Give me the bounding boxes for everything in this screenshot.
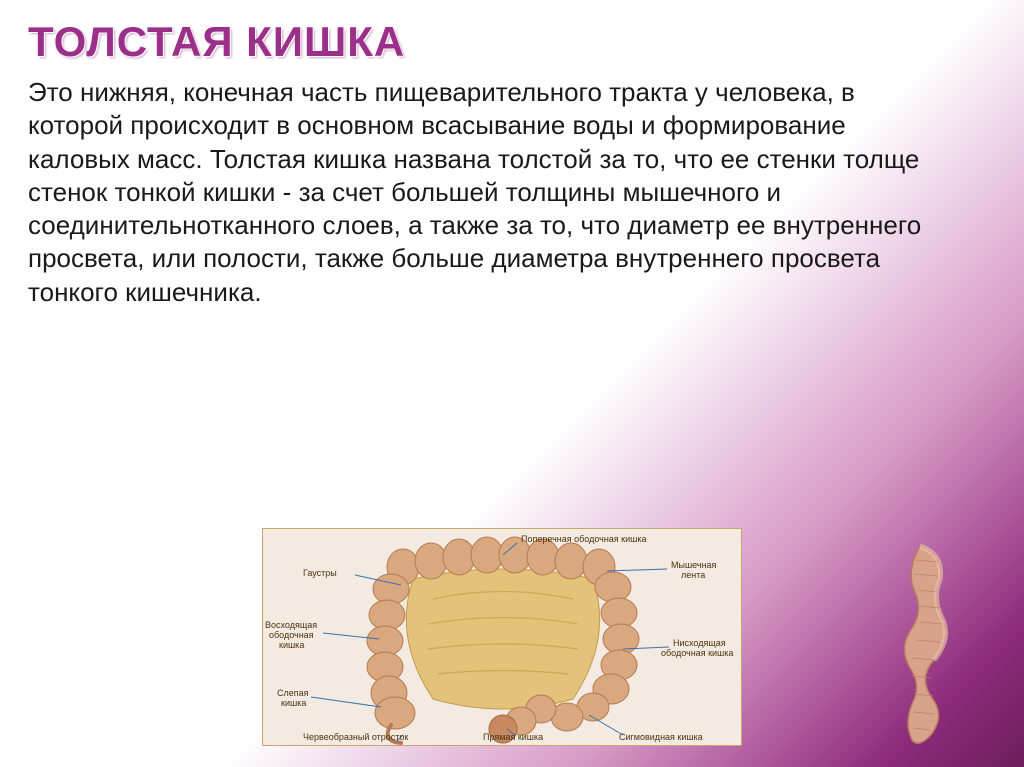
colon-anatomy-figure: Поперечная ободочная кишкаГаустрыМышечна… (262, 528, 742, 746)
slide-body: Это нижняя, конечная часть пищеварительн… (28, 76, 928, 309)
rectum-detail-figure (890, 540, 962, 750)
anatomy-label: ободочная кишка (661, 649, 733, 658)
slide-container: ТОЛСТАЯ КИШКА Это нижняя, конечная часть… (0, 0, 1024, 327)
anatomy-label: лента (681, 571, 705, 580)
anatomy-label: Поперечная ободочная кишка (521, 535, 647, 544)
rectum-svg (890, 540, 962, 750)
anatomy-label: кишка (279, 641, 304, 650)
slide-title: ТОЛСТАЯ КИШКА (28, 18, 996, 66)
anatomy-label: Червеобразный отросток (303, 733, 408, 742)
anatomy-label: кишка (281, 699, 306, 708)
anatomy-label: Сигмовидная кишка (619, 733, 703, 742)
anatomy-label: Прямая кишка (483, 733, 543, 742)
anatomy-label: Гаустры (303, 569, 337, 578)
